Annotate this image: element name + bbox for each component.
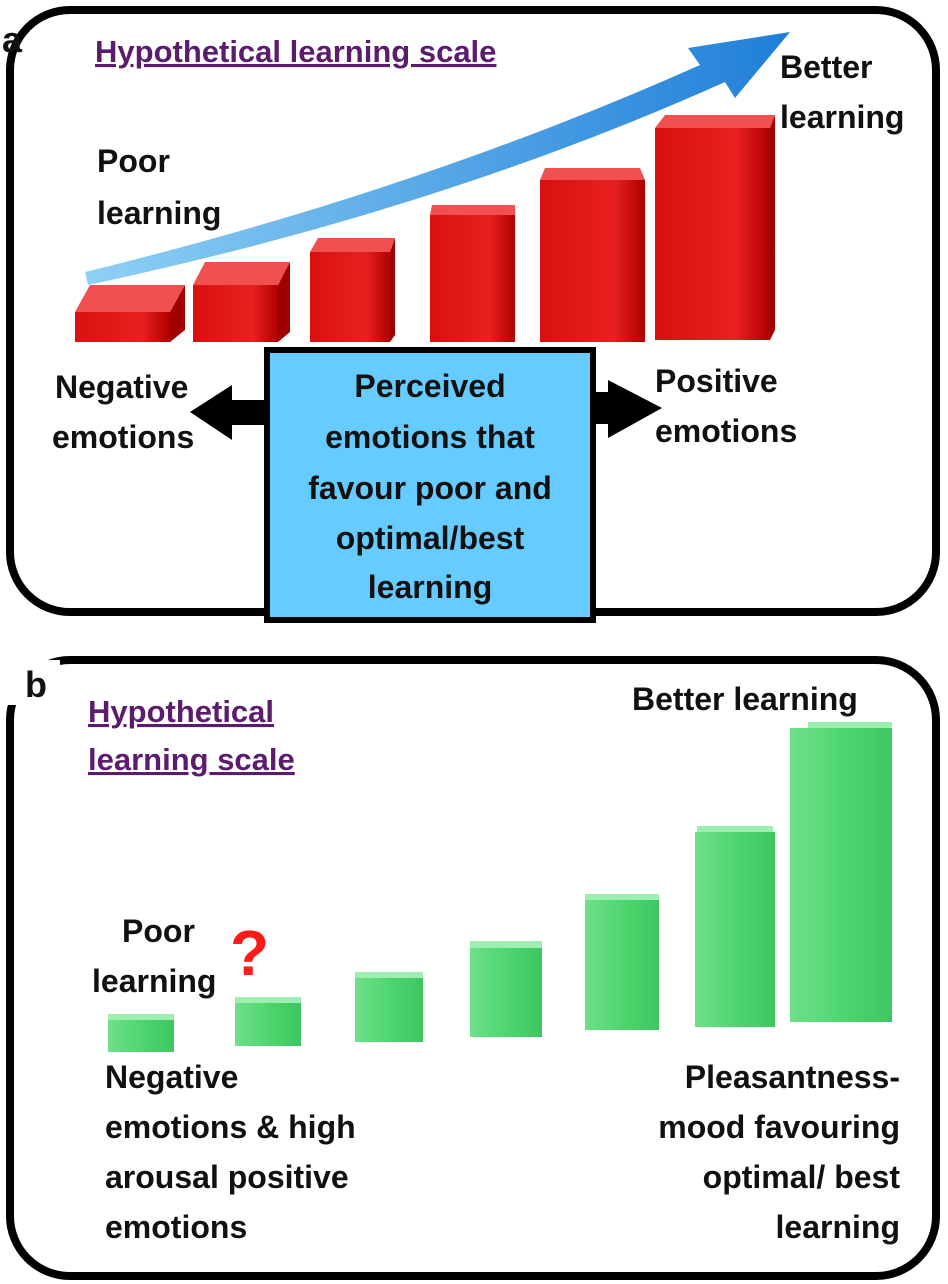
center-box-text: favour poor and: [308, 470, 552, 506]
panel-label: a: [2, 19, 23, 60]
poor-learning: Poor: [122, 913, 195, 949]
red-bars: [75, 115, 775, 342]
better-learning: learning: [780, 99, 904, 135]
right-caption: Pleasantness-: [685, 1059, 900, 1095]
left-caption: arousal positive: [105, 1159, 349, 1195]
positive-emotions: emotions: [655, 413, 797, 449]
left-caption: emotions: [105, 1209, 247, 1245]
center-box-text: Perceived: [354, 368, 505, 404]
poor-learning: Poor: [97, 143, 170, 179]
right-caption: mood favouring: [658, 1109, 900, 1145]
left-caption: emotions & high: [105, 1109, 356, 1145]
panel-label: b: [25, 664, 47, 705]
negative-emotions: emotions: [52, 419, 194, 455]
poor-learning: learning: [92, 963, 216, 999]
right-caption: learning: [776, 1209, 900, 1245]
better-learning: Better: [780, 49, 872, 85]
right-caption: optimal/ best: [703, 1159, 901, 1195]
rising-arrow: [85, 32, 790, 285]
left-arrow: [190, 385, 265, 440]
negative-emotions: Negative: [55, 369, 188, 405]
green-bars: [108, 722, 892, 1052]
question-mark: ?: [230, 917, 269, 989]
poor-learning: learning: [97, 195, 221, 231]
center-box-text: learning: [368, 569, 492, 605]
center-box: [264, 347, 596, 623]
title: Hypothetical learning scale: [95, 34, 496, 69]
panel-b-frame: [6, 656, 940, 1280]
center-box-text: emotions that: [325, 419, 535, 455]
title: Hypothetical: [88, 694, 274, 729]
title: learning scale: [88, 742, 295, 777]
right-arrow: [595, 380, 662, 438]
center-box-text: optimal/best: [336, 520, 525, 556]
label-backdrop: [0, 660, 60, 705]
better-learning: Better learning: [632, 681, 858, 717]
left-caption: Negative: [105, 1059, 238, 1095]
positive-emotions: Positive: [655, 363, 778, 399]
